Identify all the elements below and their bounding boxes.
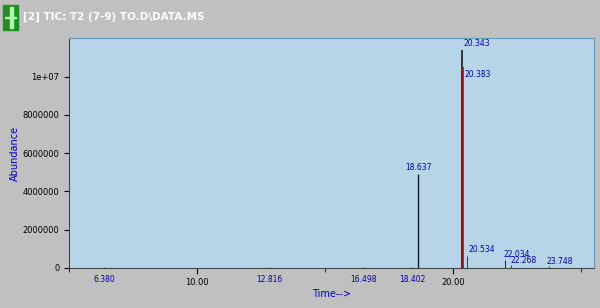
Text: 22.268: 22.268 xyxy=(511,256,537,265)
Bar xyxy=(3,5,18,30)
Text: 18.402: 18.402 xyxy=(399,275,425,284)
Text: 20.383: 20.383 xyxy=(465,70,491,79)
Bar xyxy=(5,17,16,18)
Text: 12.816: 12.816 xyxy=(256,275,282,284)
X-axis label: Time-->: Time--> xyxy=(312,289,351,299)
Text: 22.034: 22.034 xyxy=(504,250,530,259)
Text: 6.380: 6.380 xyxy=(94,275,115,284)
Text: [2] TIC: T2 (7-9) TO.D\DATA.MS: [2] TIC: T2 (7-9) TO.D\DATA.MS xyxy=(23,12,204,22)
Y-axis label: Abundance: Abundance xyxy=(10,126,20,181)
Text: 20.343: 20.343 xyxy=(464,39,490,48)
Text: 20.534: 20.534 xyxy=(469,245,496,254)
Text: 18.637: 18.637 xyxy=(405,163,431,172)
Bar xyxy=(10,7,13,28)
Text: 23.748: 23.748 xyxy=(547,257,573,266)
Text: 16.498: 16.498 xyxy=(350,275,377,284)
